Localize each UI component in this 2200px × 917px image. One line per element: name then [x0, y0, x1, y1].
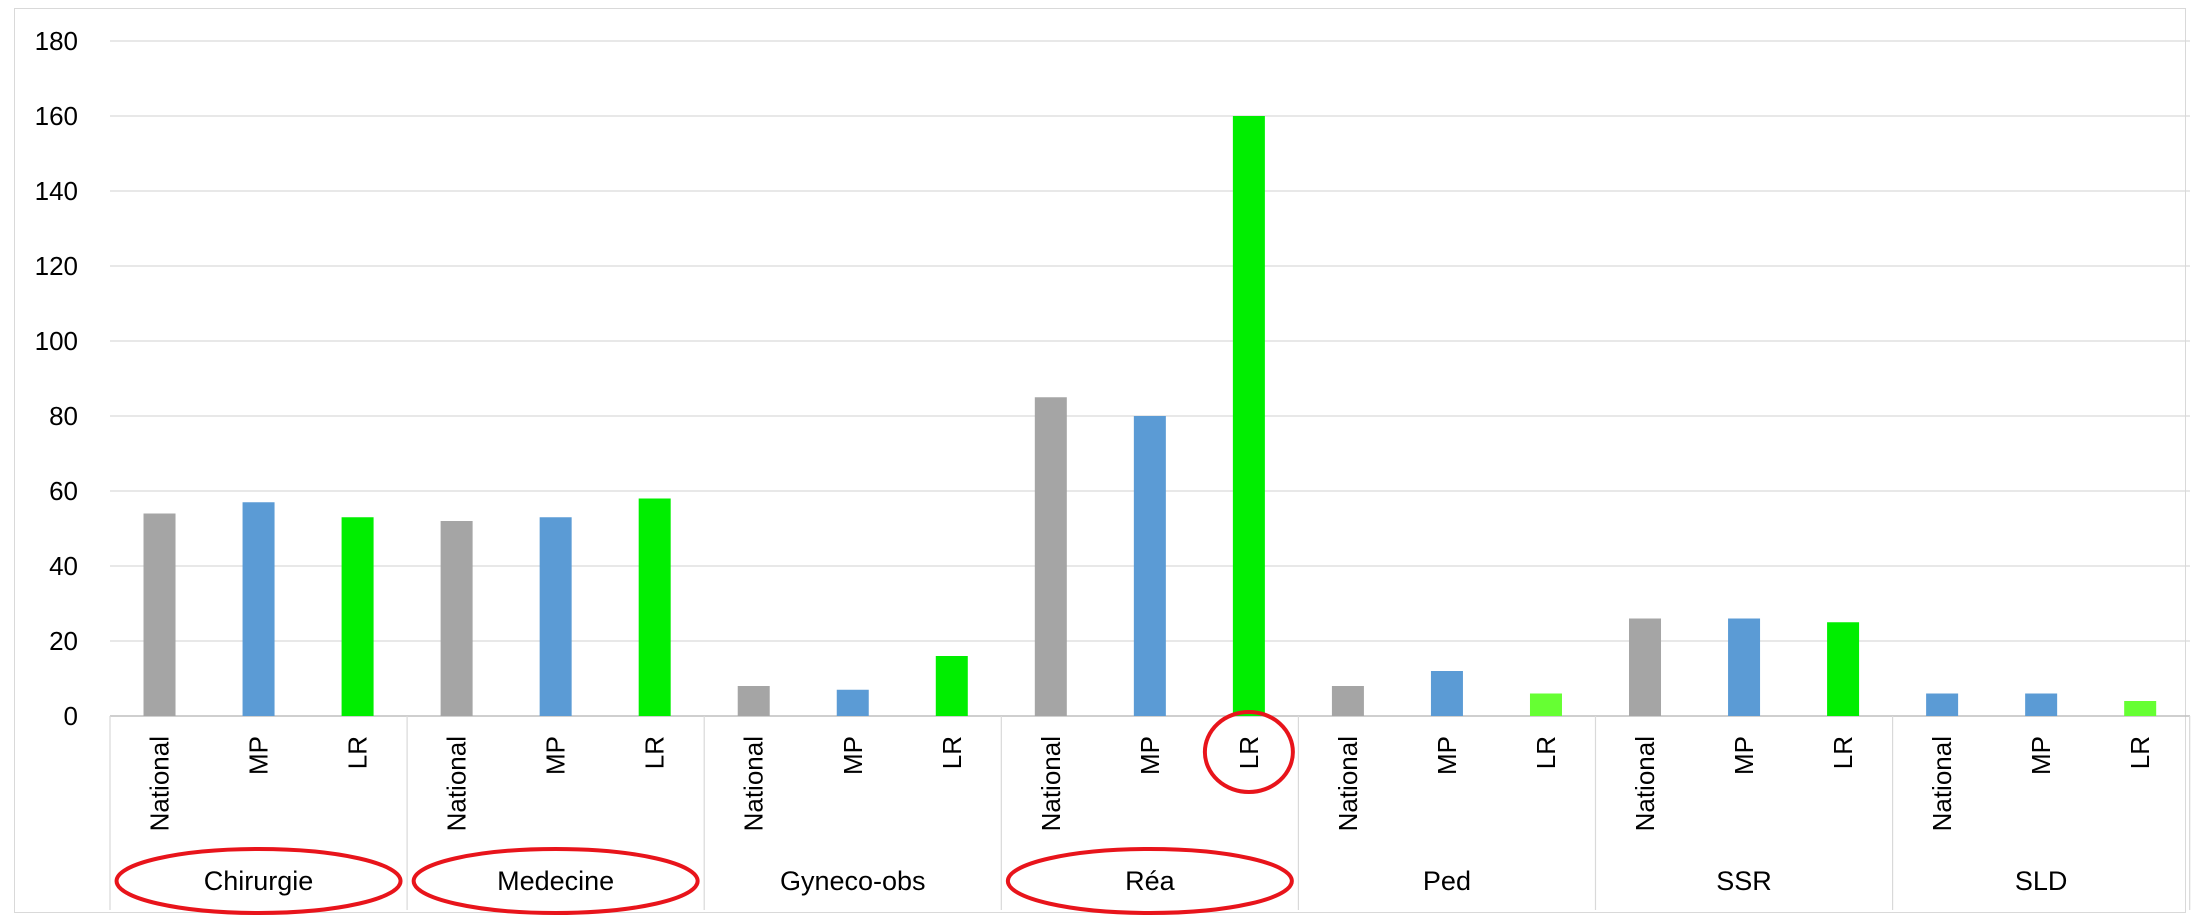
- category-label: LR: [2125, 736, 2155, 769]
- bar-chirurgie-lr: [341, 517, 374, 716]
- group-label: Gyneco-obs: [780, 866, 926, 896]
- group-label: Medecine: [497, 866, 614, 896]
- bar-medecine-national: [440, 521, 473, 716]
- y-tick-label: 20: [49, 626, 78, 656]
- group-label: Réa: [1125, 866, 1176, 896]
- category-label: National: [1333, 736, 1363, 831]
- category-label: LR: [937, 736, 967, 769]
- bar-r-a-mp: [1133, 416, 1166, 716]
- category-label: National: [442, 736, 472, 831]
- bar-gyneco-obs-national: [737, 686, 770, 716]
- bar-ped-mp: [1430, 671, 1463, 716]
- bar-r-a-national: [1034, 397, 1067, 716]
- category-label: MP: [838, 736, 868, 775]
- y-tick-label: 80: [49, 401, 78, 431]
- y-tick-label: 180: [35, 26, 78, 56]
- category-label: National: [1927, 736, 1957, 831]
- y-tick-label: 160: [35, 101, 78, 131]
- y-tick-label: 120: [35, 251, 78, 281]
- y-tick-label: 40: [49, 551, 78, 581]
- bar-r-a-lr: [1232, 116, 1265, 716]
- bar-ped-national: [1331, 686, 1364, 716]
- bar-ped-lr: [1529, 693, 1562, 716]
- bar-gyneco-obs-lr: [935, 656, 968, 716]
- category-label: MP: [244, 736, 274, 775]
- bar-ssr-lr: [1827, 622, 1860, 716]
- y-tick-label: 0: [64, 701, 78, 731]
- category-label: National: [1630, 736, 1660, 831]
- bar-medecine-lr: [638, 498, 671, 716]
- category-label: MP: [2026, 736, 2056, 775]
- category-label: LR: [1828, 736, 1858, 769]
- bar-gyneco-obs-mp: [836, 689, 869, 716]
- group-label: Ped: [1423, 866, 1471, 896]
- bar-ssr-mp: [1728, 618, 1761, 716]
- highlight-ellipse: [1005, 847, 1294, 915]
- bar-sld-mp: [1926, 693, 1959, 716]
- category-label: LR: [343, 736, 373, 769]
- group-label: SLD: [2015, 866, 2068, 896]
- category-label: LR: [1234, 736, 1264, 769]
- category-label: National: [739, 736, 769, 831]
- highlight-ellipse: [114, 847, 403, 915]
- category-label: MP: [541, 736, 571, 775]
- y-tick-label: 100: [35, 326, 78, 356]
- category-label: MP: [1729, 736, 1759, 775]
- category-label: LR: [640, 736, 670, 769]
- category-label: MP: [1135, 736, 1165, 775]
- bar-medecine-mp: [539, 517, 572, 716]
- highlight-ellipse: [411, 847, 700, 915]
- y-tick-label: 140: [35, 176, 78, 206]
- category-label: LR: [1531, 736, 1561, 769]
- category-label: MP: [1432, 736, 1462, 775]
- group-label: SSR: [1716, 866, 1772, 896]
- highlight-circle: [1202, 710, 1295, 794]
- bar-chirurgie-national: [143, 513, 176, 716]
- bar-chirurgie-mp: [242, 502, 275, 716]
- bar-sld-extra: [2124, 701, 2157, 716]
- bar-sld-lr: [2025, 693, 2058, 716]
- y-tick-label: 60: [49, 476, 78, 506]
- group-label: Chirurgie: [204, 866, 314, 896]
- bar-ssr-national: [1629, 618, 1662, 716]
- category-label: National: [145, 736, 175, 831]
- category-label: National: [1036, 736, 1066, 831]
